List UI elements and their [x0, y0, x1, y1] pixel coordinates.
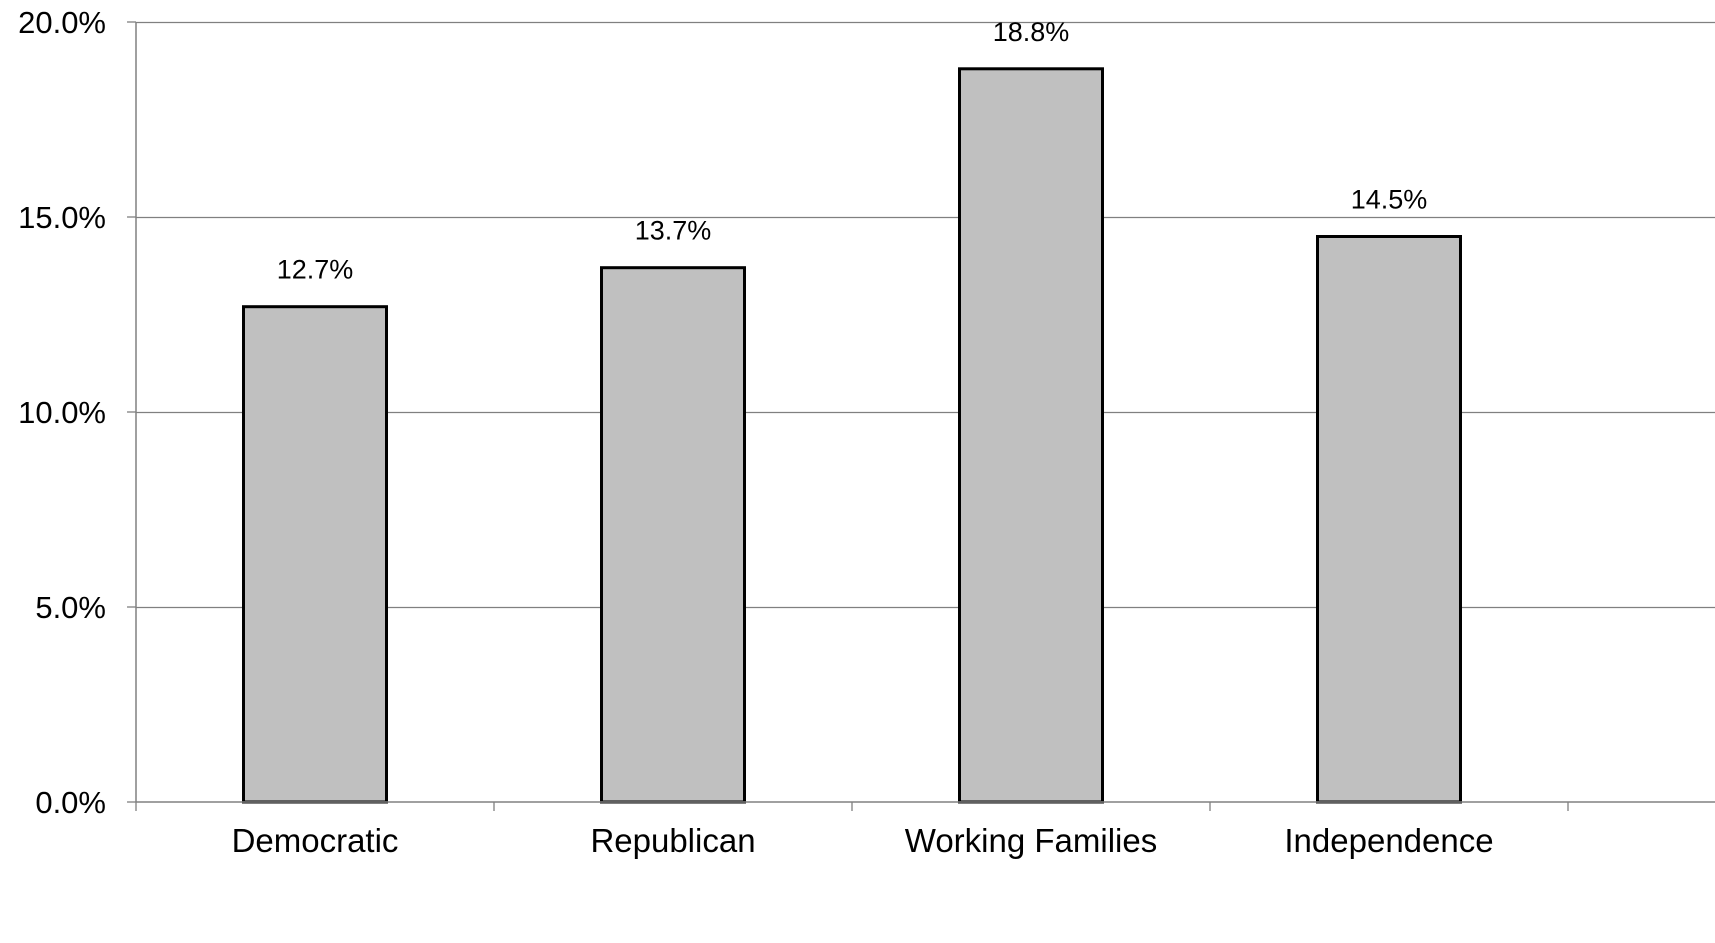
y-axis-ticks: 0.0% 5.0% 10.0% 15.0% 20.0% [18, 5, 136, 820]
bar-republican [600, 266, 746, 804]
data-label: 13.7% [635, 216, 712, 246]
bar-working-families [958, 67, 1104, 804]
x-category-label: Working Families [905, 822, 1157, 859]
data-label: 14.5% [1351, 185, 1428, 215]
x-category-label: Republican [590, 822, 755, 859]
y-tick-label: 15.0% [18, 200, 106, 235]
y-tick-label: 0.0% [35, 785, 106, 820]
data-label: 12.7% [277, 255, 354, 285]
bar-independence [1316, 235, 1462, 804]
x-category-label: Democratic [232, 822, 399, 859]
bars [242, 67, 1462, 804]
x-category-label: Independence [1284, 822, 1493, 859]
data-label: 18.8% [993, 17, 1070, 47]
y-tick-label: 20.0% [18, 5, 106, 40]
bar-democratic [242, 305, 388, 804]
x-axis-ticks: Democratic Republican Working Families Inde… [135, 802, 1569, 859]
y-tick-label: 5.0% [35, 590, 106, 625]
data-labels: 12.7% 13.7% 18.8% 14.5% [277, 17, 1428, 285]
y-tick-label: 10.0% [18, 395, 106, 430]
